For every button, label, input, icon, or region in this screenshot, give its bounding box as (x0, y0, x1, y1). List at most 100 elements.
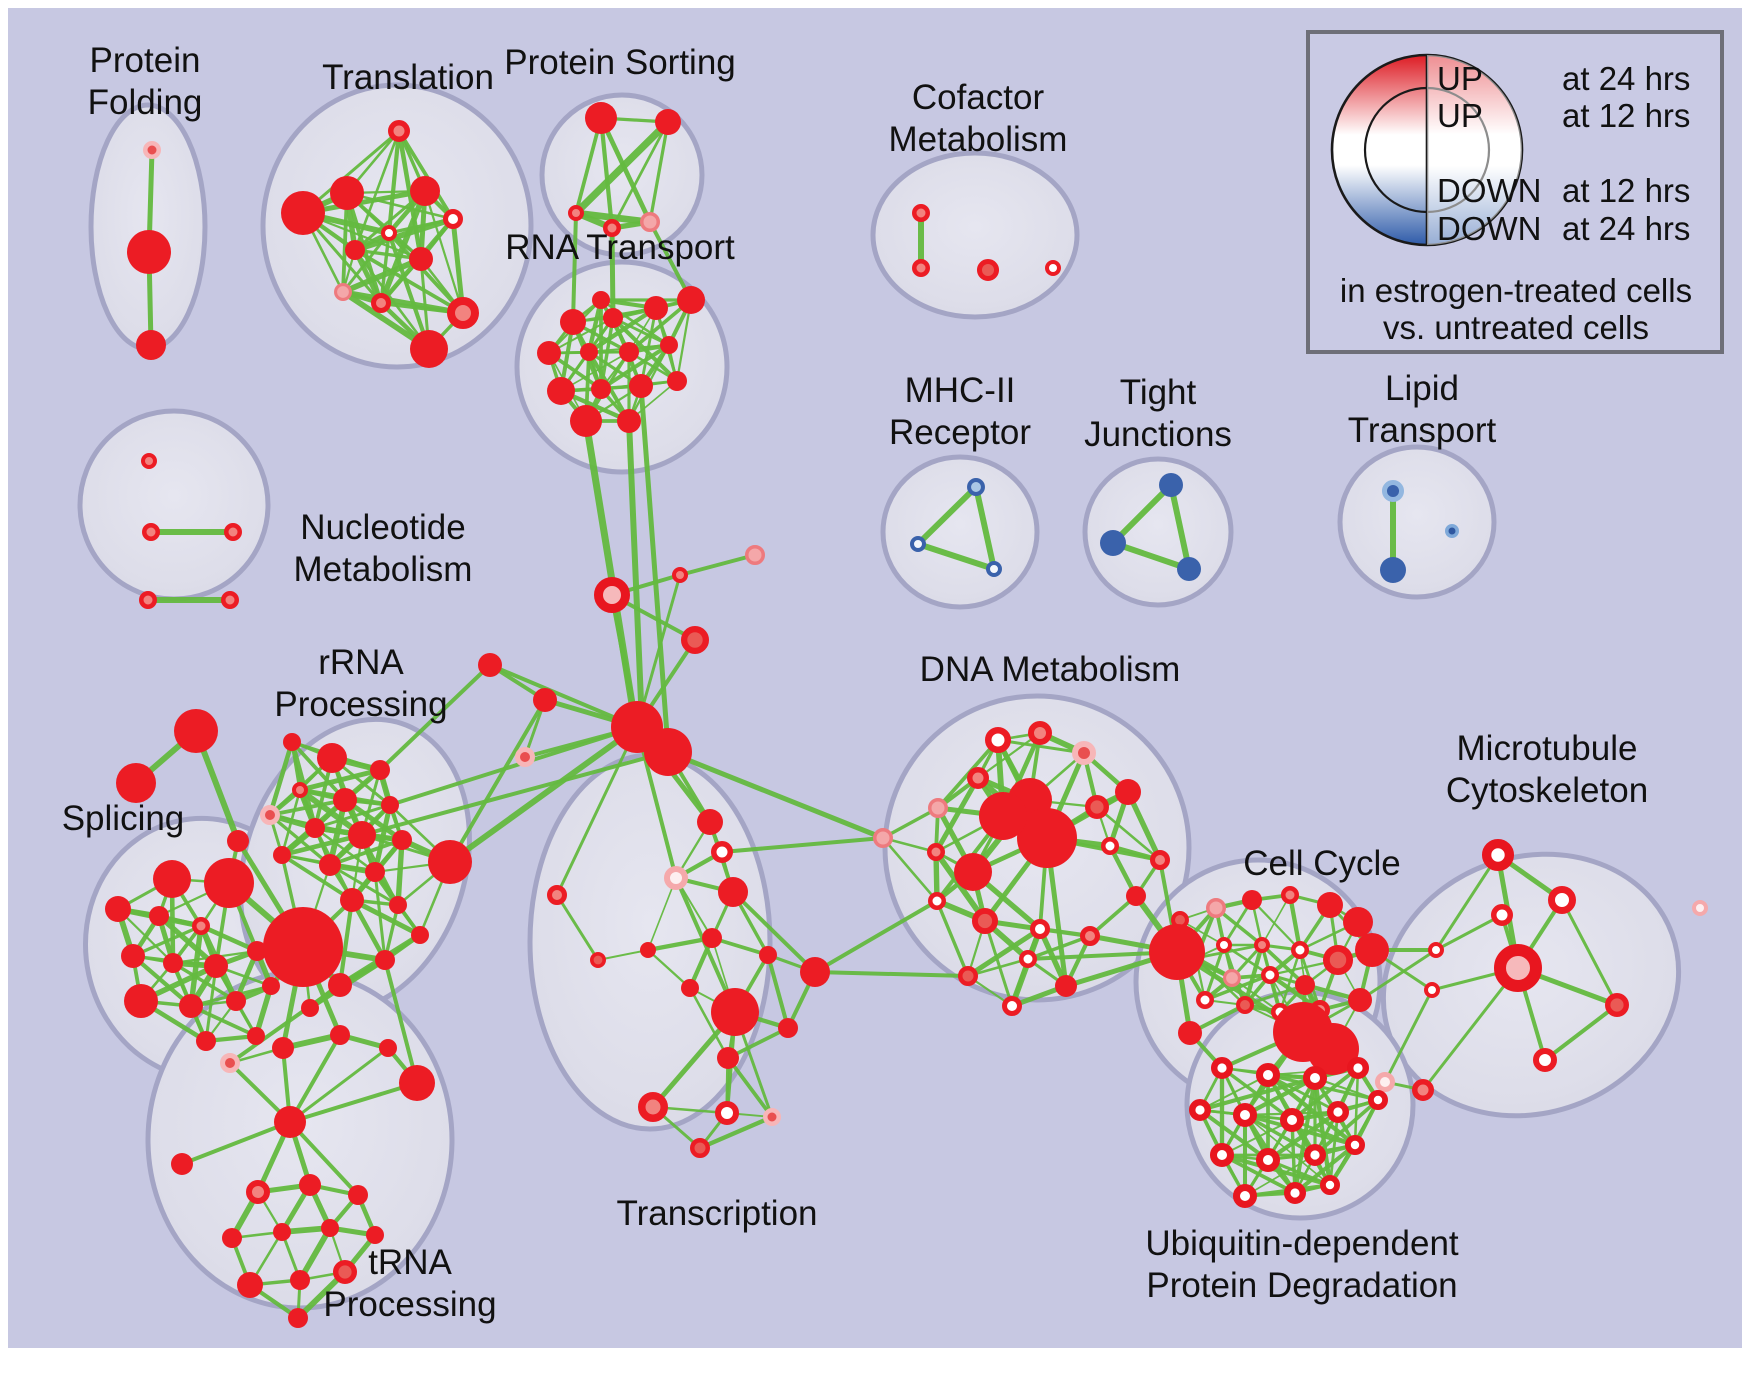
network-edge (555, 725, 639, 897)
network-edge (915, 541, 997, 572)
network-node-ubiquitin-degradation (1279, 1107, 1305, 1133)
network-edge (933, 775, 981, 855)
network-edge (726, 1056, 774, 1119)
network-node-trna-processing (272, 1037, 294, 1059)
network-edge (288, 1120, 360, 1197)
network-node-translation (409, 247, 433, 271)
network-node-trna-processing (222, 1228, 242, 1248)
network-edge (598, 115, 653, 225)
network-edge (1221, 1119, 1293, 1156)
network-node-dna-metabolism (1019, 950, 1037, 968)
network-node-cell-cycle (1261, 966, 1279, 984)
network-node-translation (330, 176, 364, 210)
network-edge (1110, 540, 1192, 572)
network-node-dna-metabolism (967, 767, 989, 789)
cluster-label-lipid-transport: Transport (1348, 411, 1497, 450)
network-node-protein-folding (127, 230, 171, 274)
network-node-microtubule-cytoskeleton (1494, 944, 1542, 992)
network-node-splicing (226, 991, 246, 1011)
network-edge (297, 1225, 333, 1283)
network-node-dna-metabolism (1126, 886, 1146, 906)
network-edge (198, 923, 260, 954)
legend-down-24-time: at 24 hrs (1562, 210, 1690, 247)
network-edge (648, 120, 670, 224)
cluster-label-rna-transport: RNA Transport (505, 228, 735, 267)
network-edge (609, 225, 616, 321)
network-node-splicing (204, 858, 254, 908)
network-node-cell-cycle (1317, 892, 1343, 918)
figure-canvas: Protein Folding Translation Protein Sorting… (8, 8, 1742, 1348)
cluster-label-rrna-processing: rRNA (318, 643, 404, 682)
network-node-dna-metabolism (1030, 919, 1050, 939)
network-edge (933, 849, 988, 924)
cluster-label-cofactor-metabolism: Cofactor (912, 78, 1045, 117)
legend-up-12-dir: UP (1437, 97, 1483, 134)
cluster-ellipse-nucleotide-metabolism (77, 408, 271, 602)
network-node-trna-processing (237, 1272, 263, 1298)
cluster-label-dna-metabolism: DNA Metabolism (920, 650, 1181, 689)
network-node-splicing (149, 906, 169, 926)
network-edge (130, 953, 194, 1009)
network-node-translation (447, 297, 479, 329)
network-node-transcription (681, 979, 699, 997)
network-node-trna-processing (274, 1106, 306, 1138)
network-edge (571, 211, 578, 324)
network-node-translation (381, 225, 397, 241)
network-edge (180, 1120, 292, 1166)
network-edge (645, 935, 715, 953)
network-node-dna-metabolism (1002, 996, 1022, 1016)
network-node-ubiquitin-degradation (1232, 1183, 1258, 1209)
network-edge (881, 806, 940, 840)
network-node-cofactor-metabolism (976, 258, 1000, 282)
network-node-protein-folding (136, 330, 166, 360)
network-edge (328, 838, 404, 867)
network-nodes (105, 102, 1708, 1328)
cluster-label-nucleotide-metabolism: Metabolism (294, 550, 473, 589)
network-edge (726, 1026, 790, 1060)
network-edge (313, 803, 392, 830)
network-edge (288, 1033, 342, 1124)
network-node-lipid-transport (1445, 524, 1459, 538)
network-node-hub-connectors (594, 577, 630, 613)
network-edge (397, 129, 455, 221)
network-edge (555, 893, 600, 962)
network-node-protein-folding (143, 141, 161, 159)
legend-down-24-dir: DOWN (1437, 210, 1541, 247)
legend: UP at 24 hrs UP at 12 hrs DOWN at 12 hrs… (1306, 30, 1724, 354)
network-edge (765, 952, 791, 1031)
network-node-transcription (759, 946, 777, 964)
network-edge (388, 725, 639, 807)
network-node-ubiquitin-degradation (1210, 1056, 1234, 1080)
cluster-ellipse-cofactor-metabolism (870, 150, 1080, 320)
network-node-splicing (247, 941, 267, 961)
network-node-transcription (697, 809, 723, 835)
network-edge (280, 853, 354, 902)
network-node-transcription (778, 1018, 798, 1038)
network-edge (731, 890, 817, 974)
network-edge (572, 118, 672, 217)
cluster-label-tight-junctions: Tight (1120, 373, 1197, 412)
network-edge (1110, 482, 1174, 546)
network-node-ubiquitin-degradation (1255, 1147, 1281, 1173)
network-node-mhc-ii-receptor (986, 561, 1002, 577)
network-edge (378, 663, 492, 772)
network-node-rrna-processing (260, 805, 280, 825)
network-edge (1560, 898, 1619, 1007)
network-edge (966, 957, 1030, 978)
network-node-trna-processing (299, 1174, 321, 1196)
network-node-rna-transport (603, 308, 623, 328)
network-edge (386, 230, 432, 352)
network-edge (268, 798, 347, 817)
network-node-trna-processing (348, 1185, 368, 1205)
network-node-dna-metabolism (958, 966, 978, 986)
network-edge (352, 216, 456, 253)
network-node-microtubule-cytoskeleton (1412, 1079, 1434, 1101)
network-node-dna-metabolism (1101, 837, 1119, 855)
network-edge (598, 342, 672, 392)
network-node-microtubule-cytoskeleton (1548, 886, 1576, 914)
network-node-rrna-processing (317, 743, 347, 773)
network-node-transcription (664, 866, 688, 890)
network-node-dna-metabolism (1150, 850, 1170, 870)
network-node-cell-cycle (1322, 944, 1354, 976)
